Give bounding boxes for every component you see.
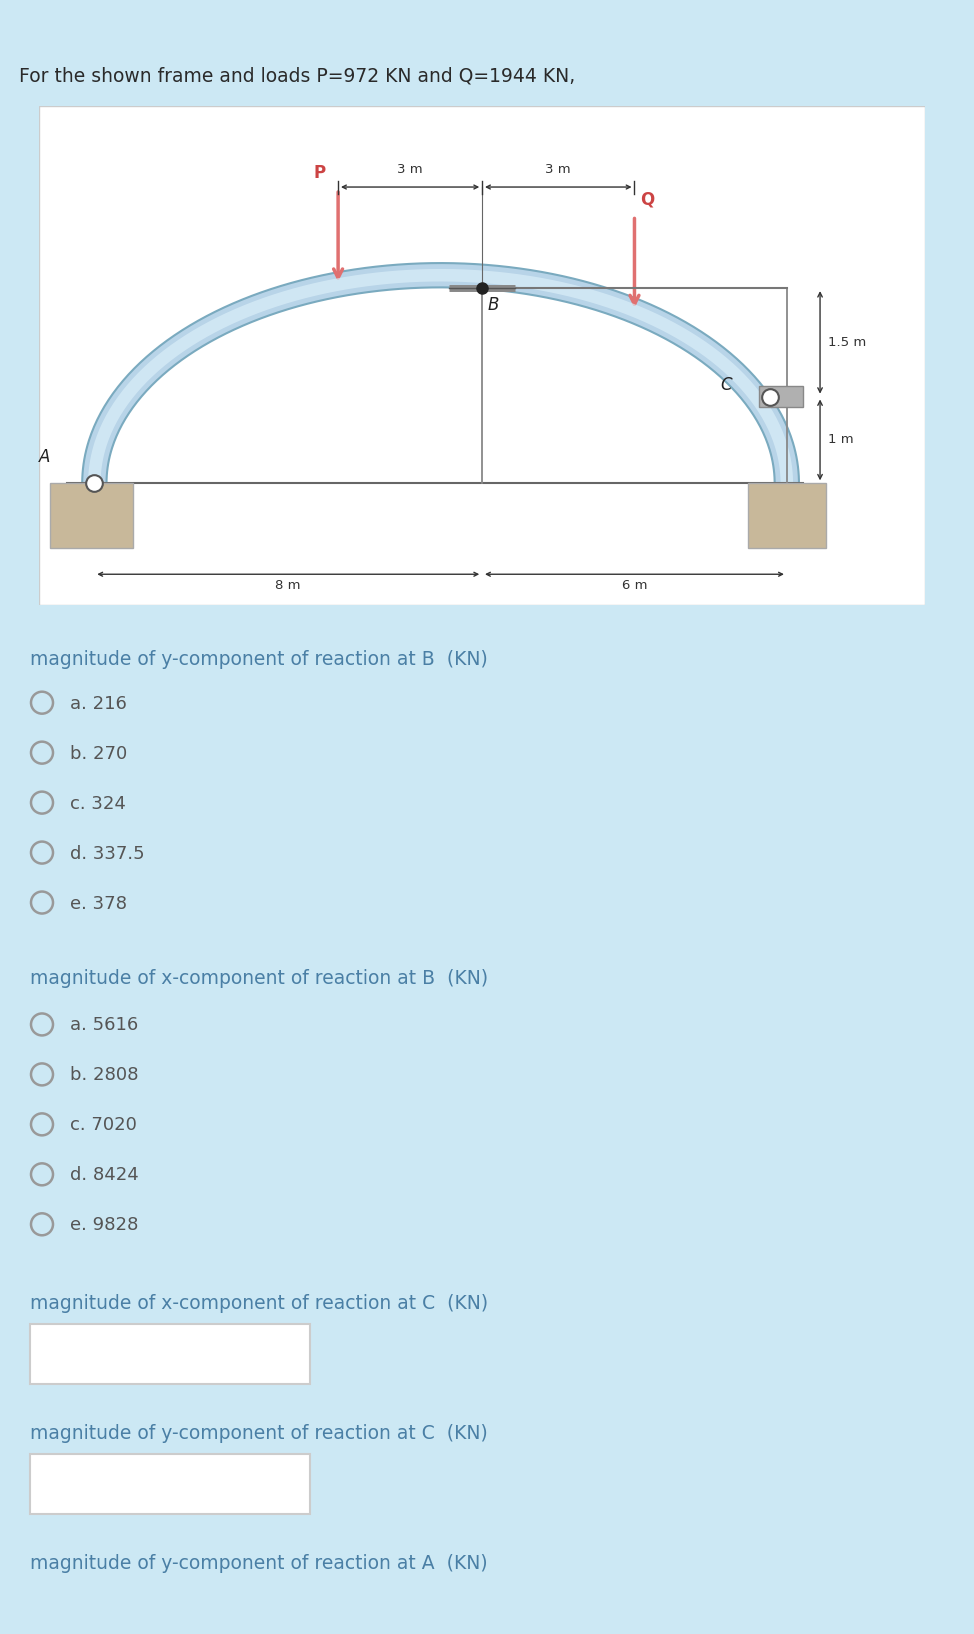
Text: d. 8424: d. 8424 [70, 1167, 138, 1185]
Text: 3 m: 3 m [545, 163, 571, 176]
Text: e. 378: e. 378 [70, 894, 127, 912]
Text: Q: Q [640, 191, 655, 209]
Text: 6 m: 6 m [621, 580, 647, 593]
Text: a. 216: a. 216 [70, 694, 127, 712]
Text: magnitude of y-component of reaction at C  (KN): magnitude of y-component of reaction at … [30, 1425, 488, 1443]
Text: 3 m: 3 m [397, 163, 423, 176]
Text: b. 2808: b. 2808 [70, 1067, 138, 1085]
Text: c. 324: c. 324 [70, 794, 126, 812]
Text: e. 9828: e. 9828 [70, 1216, 138, 1234]
Text: magnitude of y-component of reaction at A  (KN): magnitude of y-component of reaction at … [30, 1554, 488, 1574]
Text: A: A [39, 448, 51, 466]
Text: magnitude of x-component of reaction at B  (KN): magnitude of x-component of reaction at … [30, 969, 488, 989]
Text: C: C [721, 376, 731, 394]
Text: P: P [314, 165, 325, 183]
Text: magnitude of y-component of reaction at B  (KN): magnitude of y-component of reaction at … [30, 650, 488, 668]
Text: d. 337.5: d. 337.5 [70, 845, 144, 863]
FancyBboxPatch shape [30, 1454, 310, 1515]
Text: magnitude of x-component of reaction at C  (KN): magnitude of x-component of reaction at … [30, 1294, 488, 1314]
Text: 1.5 m: 1.5 m [828, 337, 867, 350]
Bar [759, 386, 804, 407]
Text: 8 m: 8 m [276, 580, 301, 593]
Bar [50, 484, 133, 549]
Text: b. 270: b. 270 [70, 745, 128, 763]
Text: c. 7020: c. 7020 [70, 1116, 137, 1134]
Text: B: B [488, 296, 499, 314]
Text: For the shown frame and loads P=972 KN and Q=1944 KN,: For the shown frame and loads P=972 KN a… [19, 67, 576, 85]
FancyBboxPatch shape [30, 1324, 310, 1384]
Text: a. 5616: a. 5616 [70, 1016, 138, 1034]
Text: 1 m: 1 m [828, 433, 854, 446]
Bar [748, 484, 826, 549]
